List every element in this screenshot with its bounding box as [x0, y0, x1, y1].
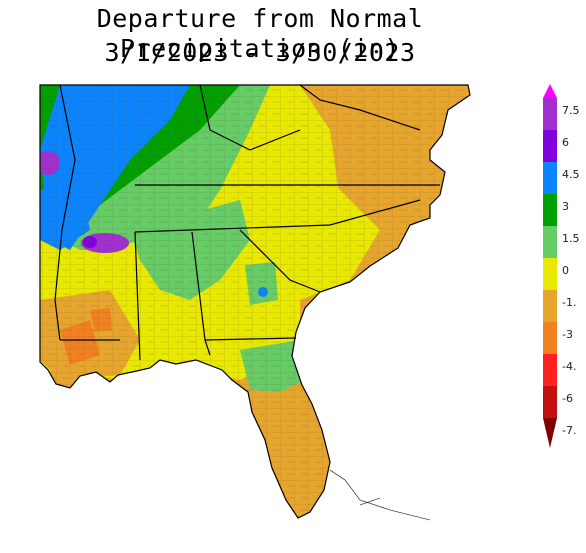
legend-swatch [543, 98, 557, 130]
legend-swatch [543, 386, 557, 418]
legend-label: -7. [562, 424, 577, 437]
legend-label: 0 [562, 264, 569, 277]
legend-label: 4.5 [562, 168, 580, 181]
legend-label: -6 [562, 392, 573, 405]
legend-label: -1. [562, 296, 577, 309]
legend-colorbar [543, 84, 557, 448]
legend-swatch [543, 226, 557, 258]
state-boundaries [39, 84, 471, 519]
legend-label: 3 [562, 200, 569, 213]
legend-arrow-bottom [543, 418, 557, 448]
legend-swatch [543, 194, 557, 226]
legend-arrow-top [543, 84, 557, 98]
legend-label: 7.5 [562, 104, 580, 117]
map-title-line2: 3/1/2023 - 3/30/2023 [104, 38, 416, 67]
coast-detail [329, 469, 431, 521]
legend-swatch [543, 258, 557, 290]
legend-label: -4. [562, 360, 577, 373]
map-title-line1: Departure from Normal Precipitation (in) [96, 4, 424, 63]
legend-label: 6 [562, 136, 569, 149]
legend-swatch [543, 130, 557, 162]
legend-swatch [543, 290, 557, 322]
legend-swatch [543, 354, 557, 386]
legend-swatch [543, 322, 557, 354]
legend-swatch [543, 162, 557, 194]
legend-label: 1.5 [562, 232, 580, 245]
legend-label: -3 [562, 328, 573, 341]
